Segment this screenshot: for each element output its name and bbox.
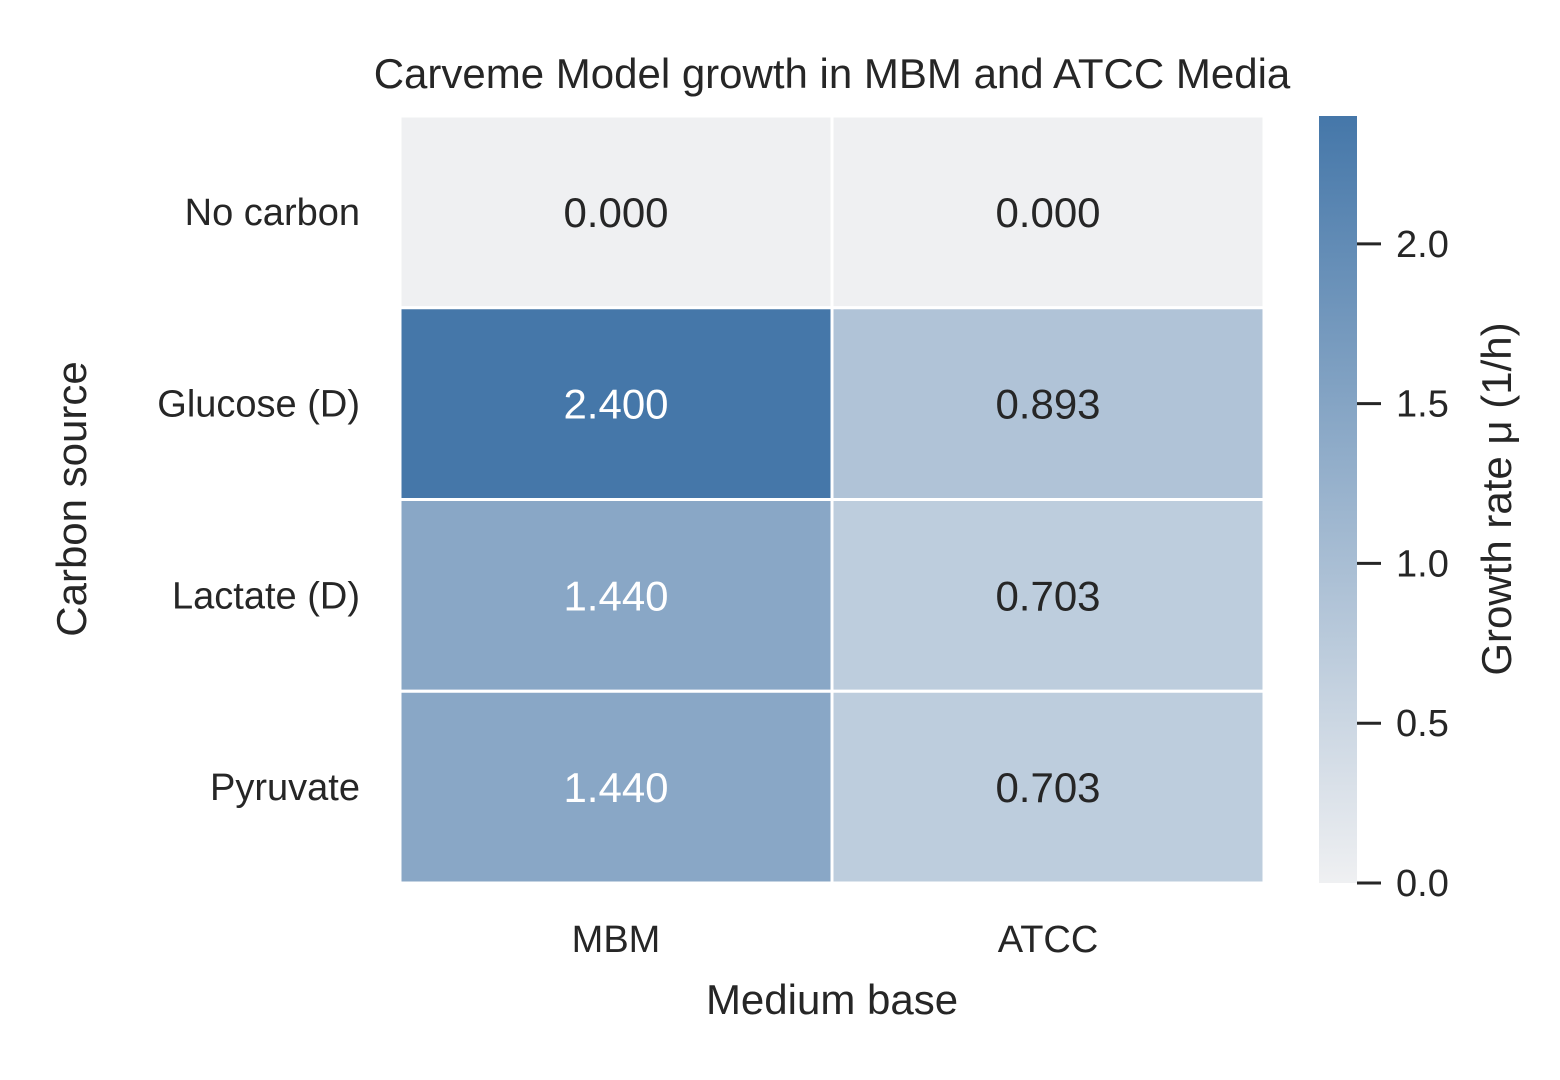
y-tick-label: No carbon: [185, 192, 360, 234]
y-tick-label: Lactate (D): [172, 575, 360, 617]
colorbar-tick-label: 1.5: [1396, 384, 1449, 426]
cell-value-label: 0.703: [995, 572, 1100, 619]
heatmap-cells: 0.000 0.000 2.400 0.893 1.440 0.703 1.440 0.703: [398, 114, 1266, 885]
y-tick-label: Glucose (D): [157, 384, 360, 426]
x-tick-labels: MBM ATCC: [572, 919, 1099, 961]
colorbar-tick-label: 0.5: [1396, 703, 1449, 745]
heatmap-cell: [830, 306, 1266, 501]
colorbar-tick-label: 1.0: [1396, 543, 1449, 585]
heatmap-cell: [398, 498, 834, 693]
cell-value-label: 0.893: [995, 381, 1100, 428]
colorbar-tick-label: 2.0: [1396, 224, 1449, 266]
y-tick-labels: No carbon Glucose (D) Lactate (D) Pyruvate: [157, 192, 360, 809]
heatmap-cell: [398, 306, 834, 501]
colorbar-ticks: 0.0 0.5 1.0 1.5 2.0: [1357, 224, 1449, 905]
heatmap-cell: [830, 114, 1266, 310]
colorbar: [1319, 116, 1357, 883]
x-axis-label: Medium base: [706, 976, 958, 1023]
y-axis-label: Carbon source: [48, 361, 95, 636]
colorbar-tick-label: 0.0: [1396, 863, 1449, 905]
chart-title: Carveme Model growth in MBM and ATCC Med…: [374, 50, 1291, 97]
y-tick-label: Pyruvate: [210, 767, 360, 809]
cell-value-label: 0.703: [995, 764, 1100, 811]
heatmap-cell: [830, 498, 1266, 693]
cell-value-label: 2.400: [563, 381, 668, 428]
heatmap-cell: [830, 689, 1266, 885]
heatmap-cell: [398, 689, 834, 885]
cell-value-label: 1.440: [563, 572, 668, 619]
colorbar-label: Growth rate μ (1/h): [1473, 322, 1520, 675]
cell-value-label: 0.000: [995, 189, 1100, 236]
cell-value-label: 0.000: [563, 189, 668, 236]
x-tick-label: ATCC: [998, 919, 1099, 961]
heatmap-cell: [398, 114, 834, 310]
x-tick-label: MBM: [572, 919, 661, 961]
cell-value-label: 1.440: [563, 764, 668, 811]
